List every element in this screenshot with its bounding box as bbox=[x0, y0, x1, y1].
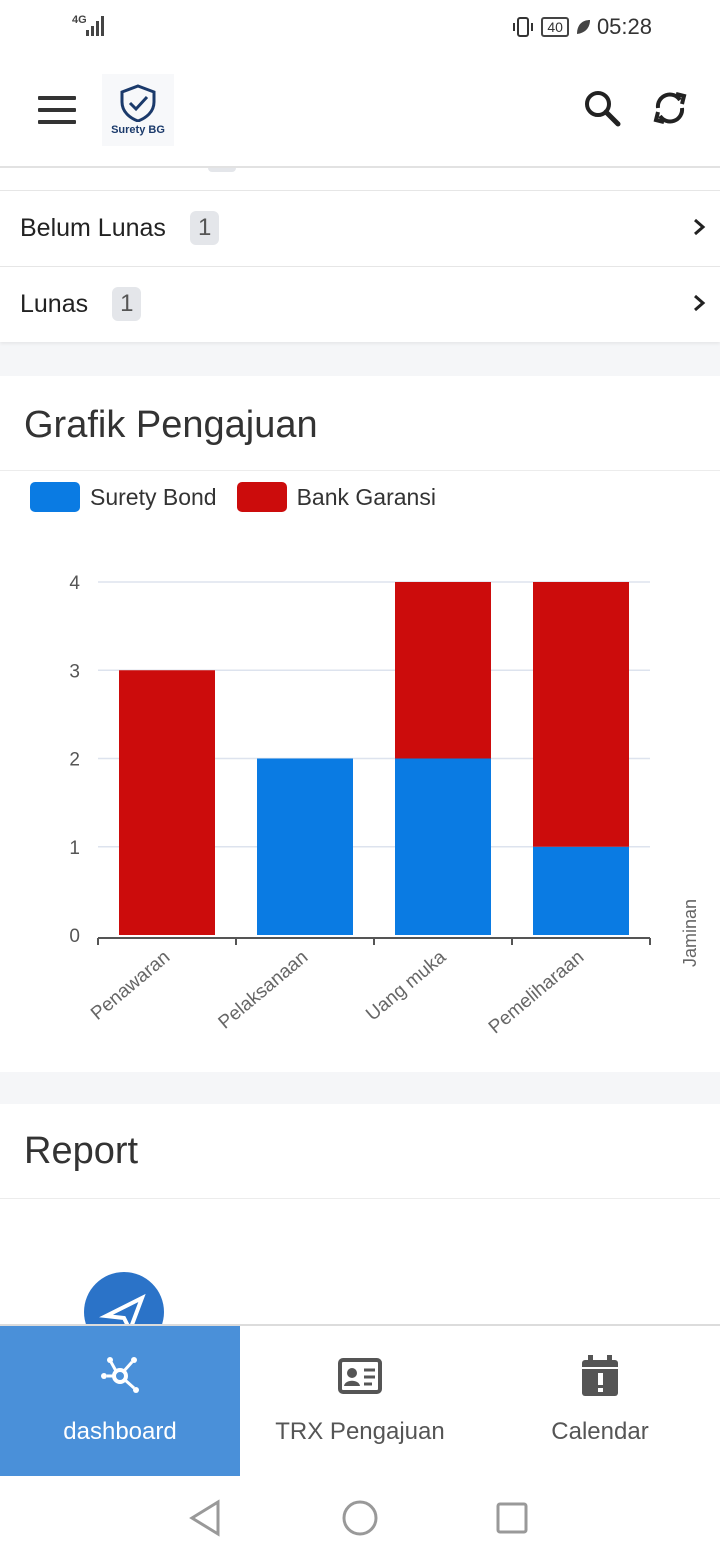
bar-bank-garansi bbox=[395, 582, 491, 759]
chart-card-title: Grafik Pengajuan bbox=[24, 404, 318, 446]
x-axis-title: Jaminan bbox=[680, 899, 700, 967]
legend-item-bank-garansi[interactable]: Bank Garansi bbox=[236, 482, 436, 512]
x-tick-label: Pemeliharaan bbox=[485, 947, 588, 1038]
count-badge: 1 bbox=[112, 287, 142, 321]
y-tick-label: 3 bbox=[69, 661, 80, 682]
app-logo: Surety BG bbox=[102, 74, 174, 146]
home-icon[interactable] bbox=[340, 1498, 380, 1538]
y-tick-label: 1 bbox=[69, 838, 80, 859]
shield-check-icon bbox=[120, 84, 156, 122]
nav-label: dashboard bbox=[63, 1418, 177, 1445]
battery-level: 40 bbox=[541, 17, 569, 37]
bar-bank-garansi bbox=[533, 582, 629, 847]
report-title: Report bbox=[24, 1130, 139, 1172]
vibrate-icon bbox=[513, 17, 534, 37]
report-card: Report bbox=[0, 1104, 720, 1352]
legend-label: Surety Bond bbox=[90, 483, 217, 510]
count-badge: 1 bbox=[189, 211, 220, 245]
search-icon[interactable] bbox=[580, 86, 624, 130]
legend-swatch bbox=[236, 482, 287, 512]
status-list-card: Belum Lunas 1 Lunas 1 bbox=[0, 168, 720, 342]
nav-label: TRX Pengajuan bbox=[275, 1418, 445, 1445]
y-tick-label: 4 bbox=[69, 573, 80, 594]
status-bar: 4G 40 05:28 bbox=[0, 0, 720, 56]
bar-surety-bond bbox=[395, 758, 491, 935]
x-tick-label: Penawaran bbox=[87, 947, 174, 1025]
bar-surety-bond bbox=[257, 758, 353, 935]
bar-bank-garansi bbox=[119, 670, 215, 935]
nav-label: Calendar bbox=[551, 1418, 649, 1445]
leaf-icon bbox=[576, 20, 590, 34]
network-icon bbox=[101, 1357, 139, 1393]
legend-item-surety-bond[interactable]: Surety Bond bbox=[30, 482, 217, 512]
x-tick-label: Pelaksanaan bbox=[215, 947, 313, 1034]
chevron-right-icon bbox=[694, 294, 706, 312]
refresh-icon[interactable] bbox=[648, 86, 692, 130]
legend-label: Bank Garansi bbox=[296, 483, 436, 510]
y-tick-label: 0 bbox=[69, 926, 80, 947]
list-item-label: Belum Lunas bbox=[20, 213, 166, 242]
scrolled-badge-edge bbox=[208, 168, 236, 172]
bottom-nav: dashboard TRX Pengajuan Calendar bbox=[0, 1324, 720, 1478]
system-nav-bar bbox=[0, 1476, 720, 1560]
bar-chart: 0 1 2 3 4 Penawaran Pelaksanaan Uang muka Pemeli… bbox=[69, 573, 700, 1038]
chart-legend: Surety Bond Bank Garansi bbox=[30, 482, 456, 512]
list-item-belum-lunas[interactable]: Belum Lunas 1 bbox=[0, 190, 720, 265]
app-bar: Surety BG bbox=[0, 56, 720, 168]
legend-swatch bbox=[30, 482, 80, 512]
signal-icon bbox=[86, 16, 104, 36]
id-card-icon bbox=[338, 1358, 382, 1394]
network-label: 4G bbox=[72, 14, 87, 26]
chevron-right-icon bbox=[694, 218, 706, 236]
menu-icon[interactable] bbox=[38, 96, 76, 124]
bar-surety-bond bbox=[533, 846, 629, 935]
back-icon[interactable] bbox=[186, 1498, 226, 1538]
recents-icon[interactable] bbox=[492, 1498, 532, 1538]
tab-dashboard[interactable]: dashboard bbox=[0, 1326, 240, 1478]
logo-text: Surety BG bbox=[111, 124, 165, 136]
list-item-label: Lunas bbox=[20, 289, 89, 318]
clock: 05:28 bbox=[596, 14, 652, 39]
tab-calendar[interactable]: Calendar bbox=[480, 1326, 720, 1478]
list-item-lunas[interactable]: Lunas 1 bbox=[0, 266, 720, 341]
chart-card: Grafik Pengajuan Surety Bond Bank Garans… bbox=[0, 376, 720, 1072]
y-tick-label: 2 bbox=[69, 750, 80, 771]
tab-trx-pengajuan[interactable]: TRX Pengajuan bbox=[240, 1326, 480, 1478]
calendar-alert-icon bbox=[582, 1355, 618, 1396]
x-tick-label: Uang muka bbox=[362, 946, 450, 1025]
